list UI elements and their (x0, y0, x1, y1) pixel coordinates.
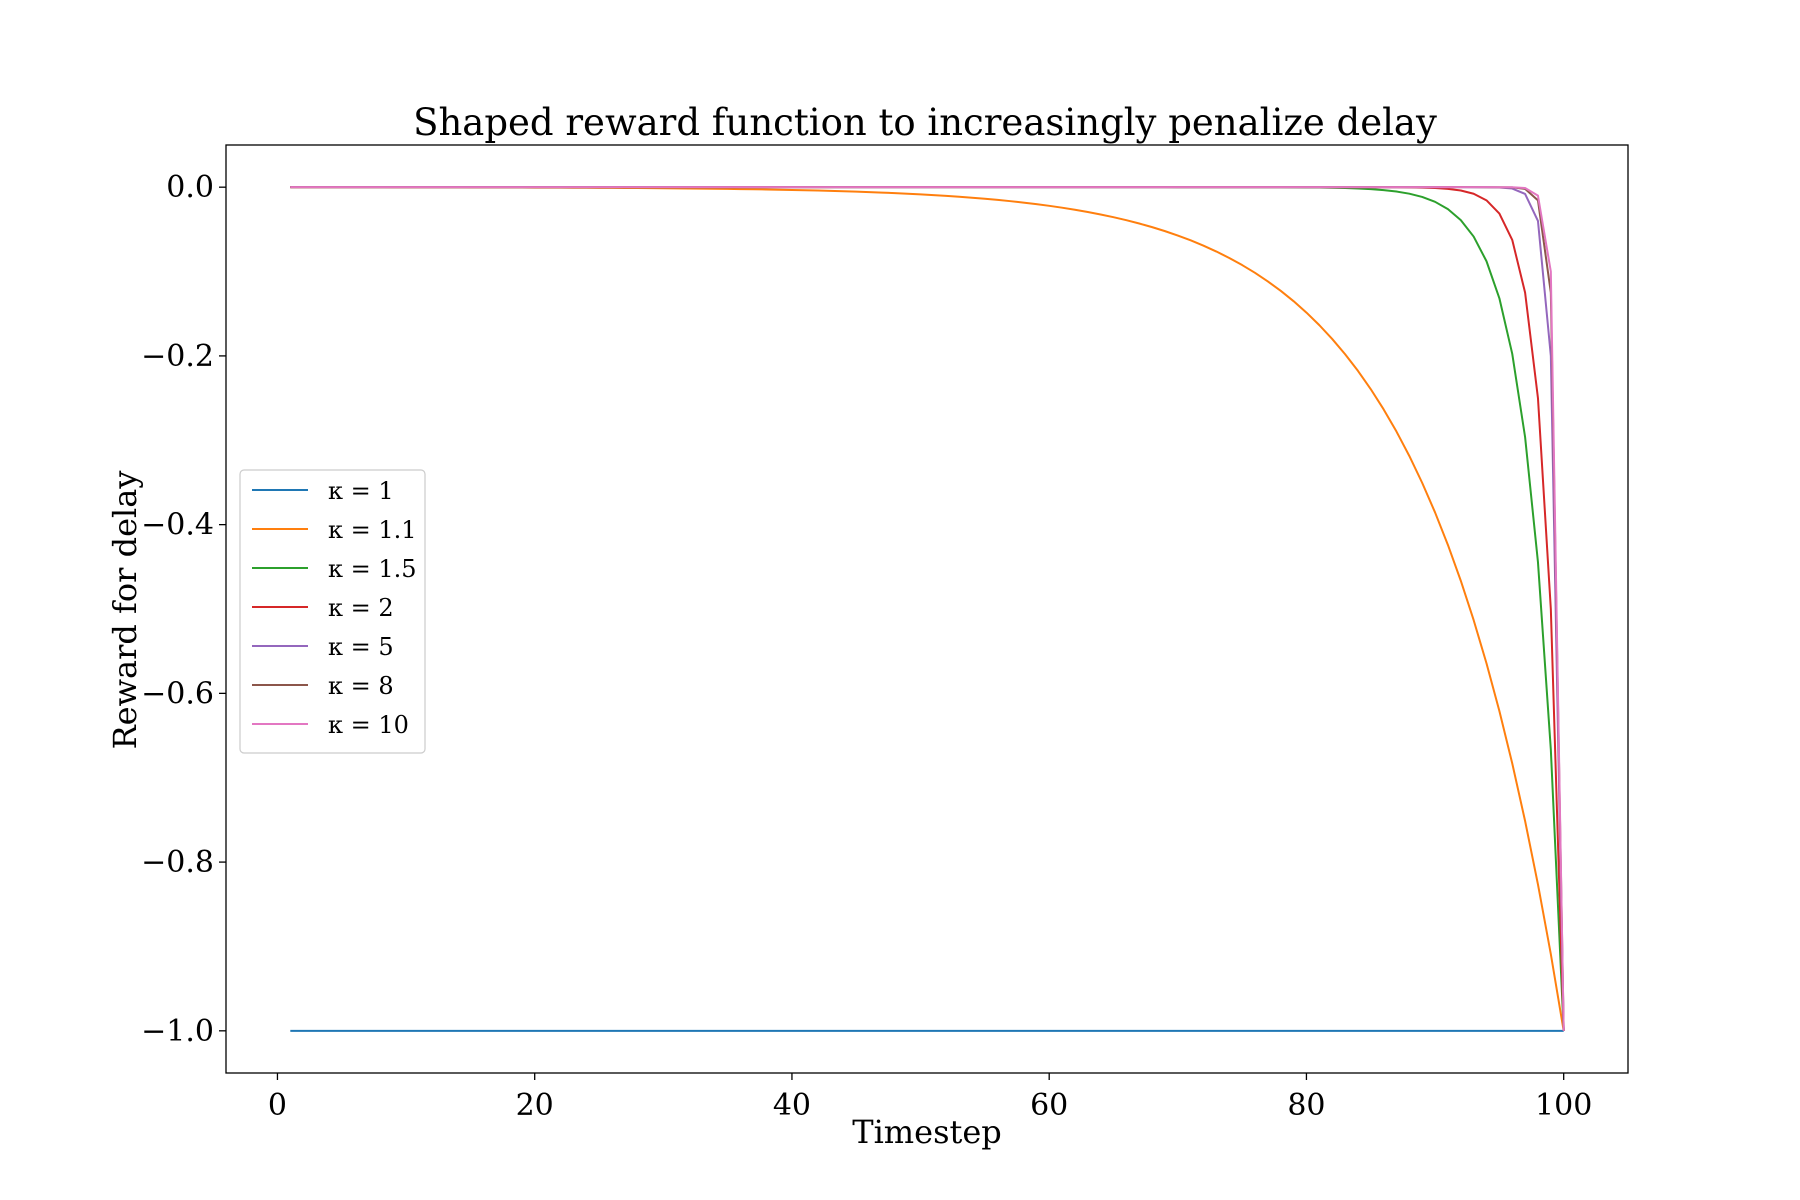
y-tick-label: −0.8 (141, 845, 214, 880)
legend-entry-label: κ = 2 (328, 594, 394, 622)
x-tick-label: 20 (516, 1088, 554, 1123)
x-tick-label: 0 (268, 1088, 287, 1123)
series-line-3 (290, 186, 1565, 1031)
series-line-4 (290, 186, 1565, 1031)
legend-entry-label: κ = 1.5 (328, 555, 417, 583)
y-axis: 0.0 −0.2 −0.4 −0.6 −0.8 −1.0 (141, 170, 226, 1049)
series-line-6 (290, 186, 1565, 1031)
x-tick-label: 100 (1535, 1088, 1592, 1123)
legend-entry-label: κ = 8 (328, 672, 394, 700)
legend-box (239, 469, 426, 754)
y-axis-label: Reward for delay (106, 471, 144, 750)
x-axis: 0 20 40 60 80 100 (268, 1073, 1592, 1123)
y-tick-label: −0.2 (141, 339, 214, 374)
y-tick-label: 0.0 (166, 170, 214, 205)
chart-title: Shaped reward function to increasingly p… (413, 101, 1437, 144)
legend-entry-label: κ = 5 (328, 633, 394, 661)
series-line-1 (290, 186, 1565, 1031)
x-tick-label: 40 (773, 1088, 811, 1123)
legend-entry-label: κ = 1 (328, 477, 394, 505)
legend-entry-label: κ = 10 (328, 711, 409, 739)
plot-area (290, 186, 1565, 1032)
y-tick-label: −1.0 (141, 1014, 214, 1049)
plot-frame (225, 144, 1629, 1074)
y-tick-label: −0.4 (141, 508, 214, 543)
legend-entry-label: κ = 1.1 (328, 516, 417, 544)
series-line-2 (290, 186, 1565, 1031)
legend: κ = 1 κ = 1.1 κ = 1.5 κ = 2 κ = 5 κ = 8 κ = 10 (239, 469, 426, 754)
y-tick-label: −0.6 (141, 676, 214, 711)
x-tick-label: 80 (1287, 1088, 1325, 1123)
x-tick-label: 60 (1030, 1088, 1068, 1123)
x-axis-label: Timestep (852, 1113, 1002, 1151)
series-line-5 (290, 186, 1565, 1031)
